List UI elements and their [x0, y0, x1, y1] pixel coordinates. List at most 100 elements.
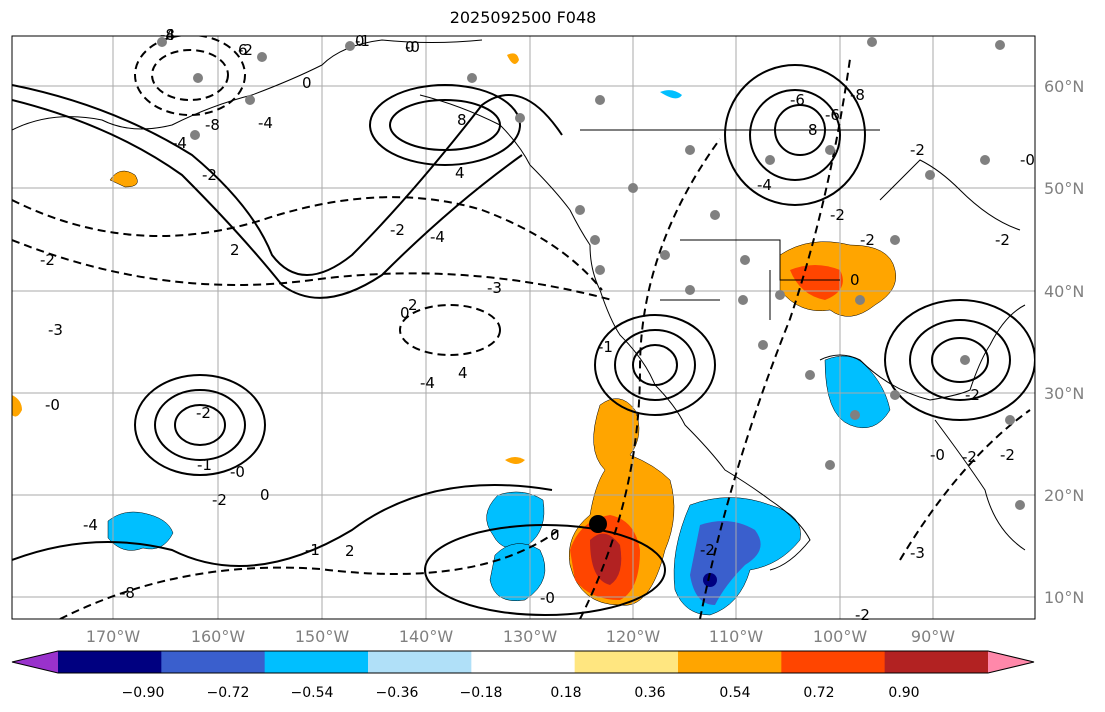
contour-label: 0 — [850, 271, 860, 289]
contour-label: -0 — [45, 396, 60, 414]
contour-label: -2 — [910, 141, 925, 159]
contour-label: -8 — [120, 584, 135, 602]
contour-label: -2 — [855, 606, 870, 624]
colorbar-tick: −0.72 — [206, 685, 250, 701]
lon-label-140w: 140°W — [398, 627, 454, 646]
contour-label: 0 — [550, 526, 560, 544]
contour-label: 0 — [355, 32, 365, 50]
colorbar-tick: 0.90 — [888, 685, 920, 701]
contour-label: -1 — [355, 32, 370, 50]
contour-label: -8 — [205, 116, 220, 134]
colorbar-outline — [11, 650, 1035, 674]
contour-label: -2 — [830, 206, 845, 224]
contour-label: -2 — [40, 251, 55, 269]
colorbar-segment — [781, 651, 886, 673]
map-frame — [11, 35, 1036, 620]
colorbar — [11, 650, 1035, 674]
colorbar-tick: 0.72 — [803, 685, 835, 701]
lat-label-40n: 40°N — [1044, 282, 1085, 301]
colorbar-segment — [161, 651, 266, 673]
colorbar-tick: 0.36 — [634, 685, 666, 701]
lon-label-100w: 100°W — [812, 627, 868, 646]
contour-label: -8 — [850, 86, 865, 104]
contour-label: -4 — [172, 134, 187, 152]
map-title: 2025092500 F048 — [449, 8, 597, 27]
contour-label: -0 — [930, 446, 945, 464]
contour-label: 4 — [458, 364, 468, 382]
contour-label: -6 — [825, 106, 840, 124]
contour-label: 0 — [405, 38, 415, 56]
lon-label-90w: 90°W — [910, 627, 956, 646]
contour-label: -2 — [1000, 446, 1015, 464]
contour-label: -4 — [83, 516, 98, 534]
contour-label: -8 — [160, 26, 175, 44]
colorbar-tick: −0.90 — [121, 685, 165, 701]
lon-label-160w: 160°W — [190, 627, 246, 646]
lon-label-130w: 130°W — [502, 627, 558, 646]
colorbar-tick: −0.18 — [459, 685, 503, 701]
colorbar-segment — [58, 651, 162, 673]
contour-label: -2 — [238, 41, 253, 59]
contour-label: 2 — [345, 542, 355, 560]
contour-label: 8 — [808, 121, 818, 139]
shaded-regions — [12, 53, 897, 616]
contour-label: -2 — [995, 231, 1010, 249]
contour-label: 0 — [400, 304, 410, 322]
contour-label: 0 — [260, 486, 270, 504]
contour-label: -2 — [196, 404, 211, 422]
contour-label: -4 — [420, 374, 435, 392]
contour-label: -4 — [430, 228, 445, 246]
colorbar-segment — [884, 651, 989, 673]
lat-label-20n: 20°N — [1044, 486, 1085, 505]
contour-label: 0 — [302, 74, 312, 92]
contour-label: -0 — [230, 463, 245, 481]
contour-label: 8 — [457, 111, 467, 129]
colorbar-tick: −0.36 — [375, 685, 419, 701]
lon-label-150w: 150°W — [294, 627, 350, 646]
contour-label: -4 — [757, 176, 772, 194]
contour-label: 4 — [455, 164, 465, 182]
contour-label: -2 — [700, 541, 715, 559]
contour-label: -2 — [965, 386, 980, 404]
contour-label: -2 — [202, 166, 217, 184]
colorbar-segment — [368, 651, 472, 673]
contour-label: -2 — [212, 491, 227, 509]
colorbar-extend-low — [12, 651, 58, 673]
contour-label: -2 — [962, 448, 977, 466]
colorbar-segment — [471, 651, 576, 673]
contour-label: -2 — [860, 231, 875, 249]
colorbar-tick: 0.54 — [719, 685, 751, 701]
lat-label-60n: 60°N — [1044, 77, 1085, 96]
colorbar-segment — [678, 651, 782, 673]
contour-label: 2 — [408, 296, 418, 314]
lon-label-120w: 120°W — [605, 627, 661, 646]
contour-label: -1 — [598, 338, 613, 356]
contour-label: -4 — [160, 26, 175, 44]
contour-label: -3 — [910, 544, 925, 562]
lat-label-30n: 30°N — [1044, 384, 1085, 403]
lon-label-170w: 170°W — [85, 627, 141, 646]
contour-label: -1 — [305, 541, 320, 559]
map-grid — [12, 36, 1035, 619]
colorbar-tick: 0.18 — [550, 685, 582, 701]
contour-label: -4 — [258, 114, 273, 132]
contour-lines — [12, 36, 1035, 619]
contour-label: -0 — [1020, 151, 1035, 169]
storm-center-marker — [589, 515, 607, 533]
contour-label: -2 — [390, 221, 405, 239]
coastlines — [12, 39, 1026, 571]
contour-label: -3 — [48, 321, 63, 339]
contour-label: -3 — [487, 279, 502, 297]
station-markers — [157, 37, 1025, 510]
contour-label: 2 — [230, 241, 240, 259]
colorbar-segment — [574, 651, 679, 673]
lon-label-110w: 110°W — [708, 627, 764, 646]
lat-label-10n: 10°N — [1044, 588, 1085, 607]
colorbar-extend-high — [988, 651, 1034, 673]
contour-label: 6 — [238, 41, 248, 59]
colorbar-segment — [264, 651, 369, 673]
colorbar-tick: −0.54 — [290, 685, 334, 701]
contour-label: -0 — [540, 589, 555, 607]
contour-label: -6 — [790, 91, 805, 109]
